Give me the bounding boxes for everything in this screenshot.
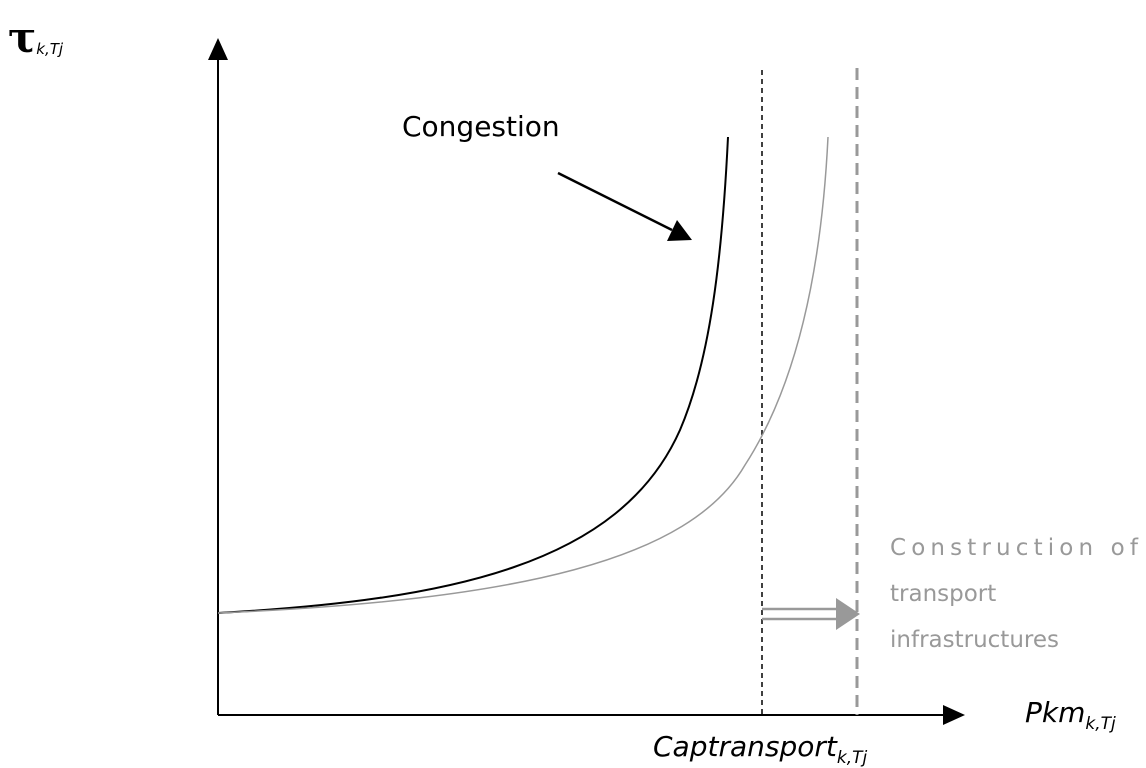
- x-label-main: Pkm: [1025, 696, 1085, 729]
- capacity-sub: k,Tj: [837, 748, 868, 768]
- construction-line: Construction of: [890, 535, 1139, 561]
- y-axis-label: τk,Tj: [8, 13, 64, 62]
- shifted-curve: [217, 136, 829, 614]
- capacity-main: Captransport: [653, 730, 838, 763]
- capacity-label: Captransportk,Tj: [653, 730, 867, 768]
- construction-line: infrastructures: [890, 627, 1059, 653]
- y-label-main: τ: [8, 13, 36, 62]
- x-axis-arrow: [943, 705, 965, 725]
- y-label-sub: k,Tj: [36, 40, 64, 58]
- congestion-curve: [217, 136, 729, 614]
- y-axis-arrow: [208, 38, 228, 60]
- x-axis-label: Pkmk,Tj: [1025, 696, 1116, 734]
- x-label-sub: k,Tj: [1085, 714, 1116, 734]
- congestion-label: Congestion: [402, 110, 560, 143]
- congestion-arrowhead: [667, 220, 692, 241]
- shift-arrowhead: [836, 598, 860, 630]
- construction-line: transport: [890, 581, 996, 607]
- congestion-arrow: [557, 171, 673, 232]
